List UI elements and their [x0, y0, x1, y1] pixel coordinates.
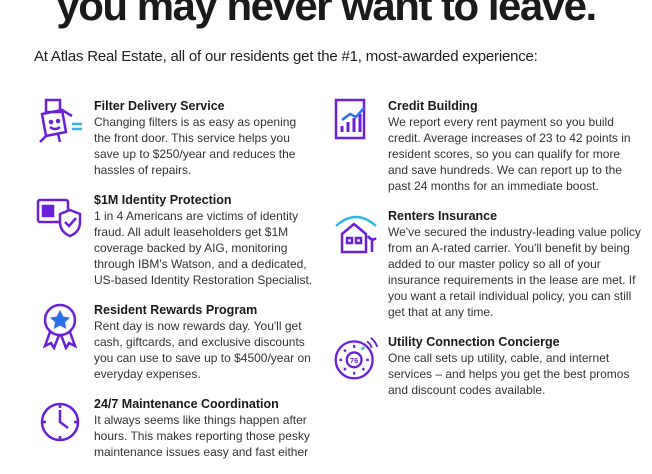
feature-resident-rewards: Resident Rewards Program Rent day is now…	[36, 302, 316, 382]
feature-utility-concierge: 76 Utility Connection Concierge One call…	[332, 334, 642, 398]
feature-renters-insurance: Renters Insurance We've secured the indu…	[332, 208, 642, 320]
feature-text: $1M Identity Protection 1 in 4 Americans…	[94, 192, 316, 288]
id-shield-icon	[36, 192, 84, 240]
feature-text: Resident Rewards Program Rent day is now…	[94, 302, 316, 382]
feature-title: 24/7 Maintenance Coordination	[94, 397, 279, 411]
feature-body: One call sets up utility, cable, and int…	[388, 351, 630, 397]
feature-title: Renters Insurance	[388, 209, 498, 223]
feature-title: Utility Connection Concierge	[388, 335, 560, 349]
feature-text: 24/7 Maintenance Coordination It always …	[94, 396, 316, 460]
feature-body: Changing filters is as easy as opening t…	[94, 115, 297, 177]
feature-text: Utility Connection Concierge One call se…	[388, 334, 642, 398]
intro-text: At Atlas Real Estate, all of our residen…	[34, 48, 538, 65]
headline: you may never want to leave.	[56, 0, 597, 29]
left-column: Filter Delivery Service Changing filters…	[36, 98, 316, 474]
feature-credit-building: Credit Building We report every rent pay…	[332, 98, 642, 194]
feature-body: We've secured the industry-leading value…	[388, 225, 641, 319]
feature-body: Rent day is now rewards day. You'll get …	[94, 319, 311, 381]
feature-title: Credit Building	[388, 99, 478, 113]
feature-filter-delivery: Filter Delivery Service Changing filters…	[36, 98, 316, 178]
feature-text: Renters Insurance We've secured the indu…	[388, 208, 642, 320]
feature-text: Filter Delivery Service Changing filters…	[94, 98, 316, 178]
award-ribbon-icon	[36, 302, 84, 350]
filter-box-icon	[36, 98, 84, 146]
credit-chart-icon	[332, 98, 380, 146]
feature-title: $1M Identity Protection	[94, 193, 232, 207]
feature-body: We report every rent payment so you buil…	[388, 115, 631, 193]
thermostat-reading: 76	[350, 356, 358, 365]
feature-body: It always seems like things happen after…	[94, 413, 310, 459]
feature-maintenance: 24/7 Maintenance Coordination It always …	[36, 396, 316, 460]
feature-title: Filter Delivery Service	[94, 99, 225, 113]
house-umbrella-icon	[332, 208, 380, 256]
right-column: Credit Building We report every rent pay…	[332, 98, 642, 412]
feature-identity-protection: $1M Identity Protection 1 in 4 Americans…	[36, 192, 316, 288]
thermostat-icon: 76	[332, 334, 380, 382]
feature-title: Resident Rewards Program	[94, 303, 258, 317]
feature-body: 1 in 4 Americans are victims of identity…	[94, 209, 313, 287]
clock-icon	[36, 396, 84, 444]
feature-text: Credit Building We report every rent pay…	[388, 98, 642, 194]
